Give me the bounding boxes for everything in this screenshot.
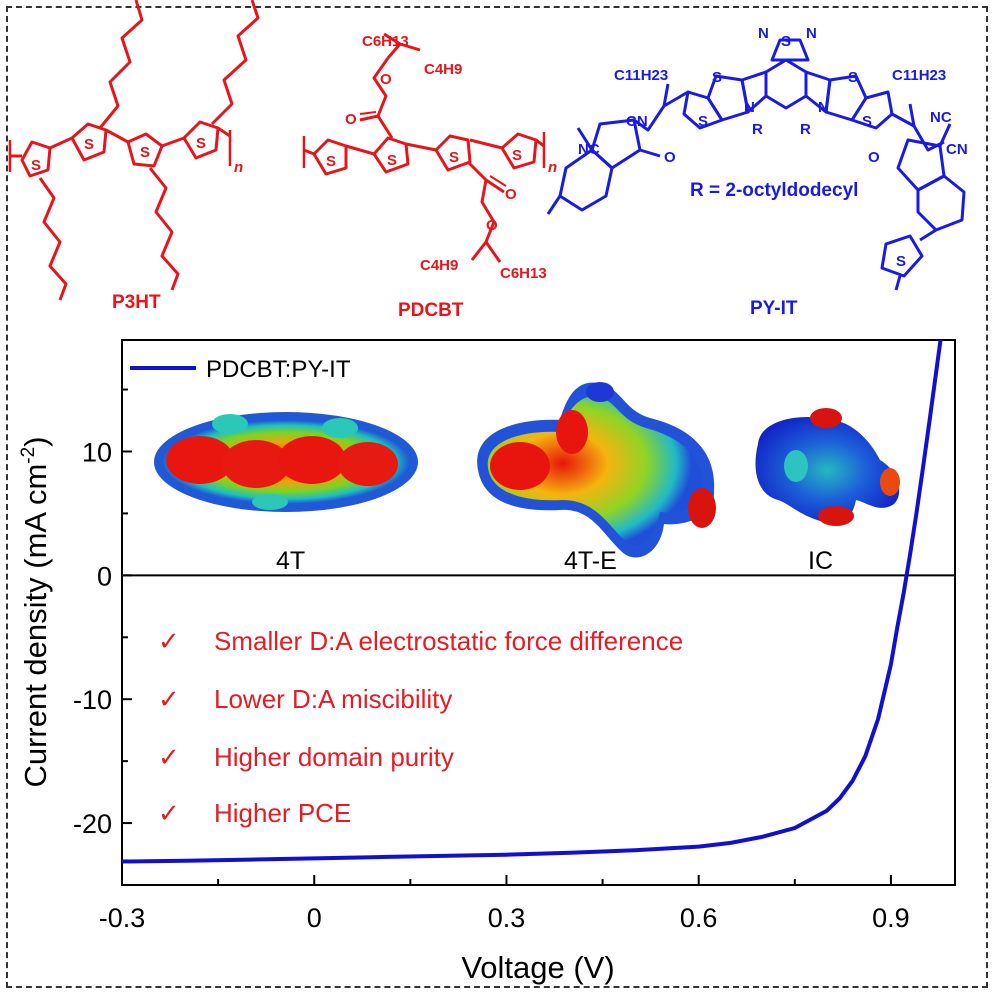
inset-label-4t: 4T	[276, 547, 305, 575]
pdcbt-o3: O	[505, 186, 517, 203]
feature-text-4: Higher PCE	[214, 798, 351, 828]
x-tick-label: 0	[307, 903, 322, 933]
series-line-pdcbt-py-it	[122, 340, 943, 864]
esp-inset-ic	[755, 408, 900, 526]
feature-check-1: ✓	[158, 626, 180, 656]
pdcbt-c6h13-bottom: C6H13	[500, 265, 547, 282]
pyit-o-left: O	[664, 149, 676, 166]
pdcbt-o2: O	[380, 71, 392, 88]
axis-tick-labels: -0.3 0 0.3 0.6 0.9 -20 -10 0 10	[73, 437, 910, 933]
figure-frame	[6, 6, 988, 988]
pyit-r1: R	[752, 121, 763, 138]
pdcbt-c6h13-top: C6H13	[362, 33, 409, 50]
pyit-c11h23-right: C11H23	[892, 67, 946, 84]
p3ht-n: n	[234, 159, 243, 176]
y-tick-label: -10	[73, 685, 112, 715]
y-tick-label: -20	[73, 809, 112, 839]
y-axis-title-close: )	[18, 436, 53, 446]
pdcbt-atom-labels: S S S S O O O O n C6H13 C4H9 C4H9 C6H13	[326, 33, 557, 282]
pyit-c11h23-left: C11H23	[614, 67, 668, 84]
p3ht-atom-labels: S S S S n	[31, 135, 243, 176]
pyit-s1: S	[712, 69, 722, 86]
pyit-n1: N	[744, 99, 755, 116]
x-tick-label: 0.6	[680, 903, 718, 933]
esp-inset-4t	[154, 412, 418, 512]
p3ht-s2: S	[84, 136, 94, 153]
pdcbt-s2: S	[387, 152, 397, 169]
pyit-s4: S	[862, 113, 872, 130]
pdcbt-s3: S	[449, 149, 459, 166]
y-tick-label: 0	[97, 561, 112, 591]
pdcbt-s1: S	[326, 153, 336, 170]
pyit-s-end: S	[896, 253, 906, 270]
axis-ticks	[121, 388, 892, 885]
legend: PDCBT:PY-IT	[130, 356, 351, 383]
feature-check-3: ✓	[158, 742, 180, 772]
pyit-cn-right: CN	[946, 141, 968, 158]
x-tick-label: -0.3	[99, 903, 146, 933]
p3ht-s1: S	[31, 157, 41, 174]
pyit-r2: R	[800, 121, 811, 138]
feature-text-3: Higher domain purity	[214, 742, 454, 772]
inset-label-ic: IC	[808, 547, 833, 575]
p3ht-label: P3HT	[112, 292, 161, 313]
y-axis-title: Current density (mA cm-2)	[18, 436, 53, 787]
p3ht-structure	[8, 0, 260, 301]
feature-text-2: Lower D:A miscibility	[214, 684, 452, 714]
feature-list: ✓ Smaller D:A electrostatic force differ…	[158, 626, 683, 828]
pdcbt-n: n	[548, 159, 557, 176]
x-tick-label: 0.9	[872, 903, 910, 933]
chart: -0.3 0 0.3 0.6 0.9 -20 -10 0 10	[18, 339, 956, 985]
pyit-s2: S	[848, 69, 858, 86]
pyit-o-right: O	[868, 149, 880, 166]
y-axis-title-main: Current density (mA cm	[18, 464, 53, 788]
x-tick-label: 0.3	[488, 903, 526, 933]
pyit-n2: N	[818, 99, 829, 116]
p3ht-s3: S	[140, 144, 150, 161]
pdcbt-c4h9-bottom: C4H9	[420, 257, 458, 274]
pyit-atom-labels: S N N S S S S N N R R C11H23 C11H23 CN N…	[578, 25, 968, 270]
legend-label: PDCBT:PY-IT	[206, 356, 351, 383]
pyit-s3: S	[698, 113, 708, 130]
pyit-nc-left: NC	[578, 141, 600, 158]
pdcbt-c4h9-top: C4H9	[424, 61, 462, 78]
feature-text-1: Smaller D:A electrostatic force differen…	[214, 626, 683, 656]
pdcbt-s4: S	[512, 147, 522, 164]
pdcbt-o4: O	[486, 217, 498, 234]
pyit-n-td1: N	[758, 25, 769, 42]
pyit-nc-right: NC	[930, 109, 952, 126]
y-tick-label: 10	[82, 437, 112, 467]
pdcbt-o1: O	[345, 111, 357, 128]
p3ht-s4: S	[196, 135, 206, 152]
pdcbt-structure	[302, 32, 546, 263]
x-axis-title: Voltage (V)	[461, 950, 614, 985]
pyit-r-definition: R = 2-octyldodecyl	[690, 180, 858, 201]
pyit-cn-left: CN	[626, 113, 648, 130]
pyit-n-td2: N	[806, 25, 817, 42]
pyit-s-thiadiazole: S	[781, 33, 791, 50]
inset-label-4t-e: 4T-E	[564, 547, 617, 575]
feature-check-2: ✓	[158, 684, 180, 714]
pyit-structure	[546, 38, 966, 291]
pdcbt-label: PDCBT	[398, 300, 464, 321]
plot-area	[121, 339, 956, 886]
y-axis-title-sup: -2	[18, 447, 39, 464]
esp-inset-4t-e	[477, 382, 716, 558]
feature-check-4: ✓	[158, 798, 180, 828]
pyit-label: PY-IT	[750, 298, 798, 319]
